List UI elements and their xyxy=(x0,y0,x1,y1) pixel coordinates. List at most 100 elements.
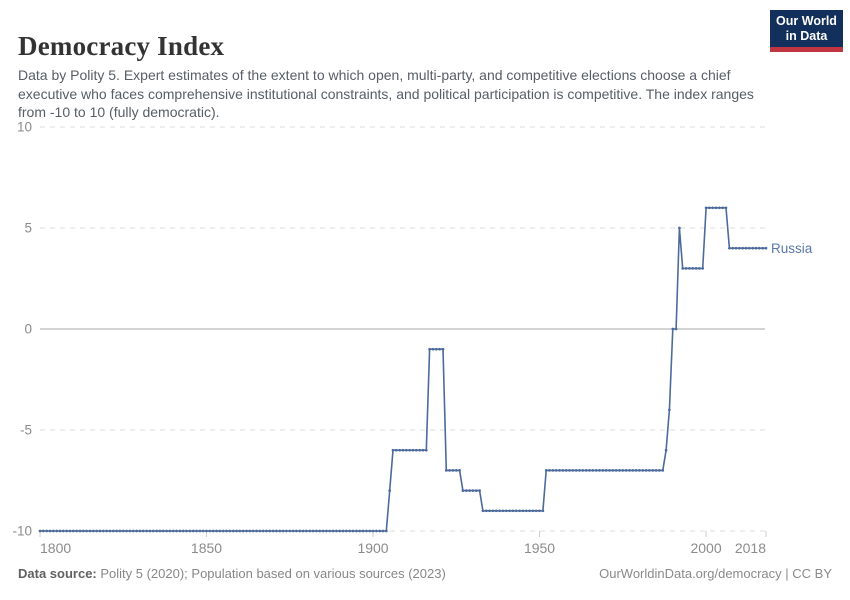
data-point-marker xyxy=(81,529,85,533)
data-point-marker xyxy=(235,529,238,533)
y-tick-label: -5 xyxy=(20,423,32,438)
data-point-marker xyxy=(141,529,145,533)
data-point-marker xyxy=(671,327,675,331)
owid-logo-stripe xyxy=(770,47,843,52)
data-point-marker xyxy=(491,509,495,513)
data-point-marker xyxy=(514,509,518,513)
data-point-marker xyxy=(275,529,278,533)
data-point-marker xyxy=(255,529,258,533)
data-point-marker xyxy=(195,529,198,533)
data-point-marker xyxy=(391,448,395,452)
data-source-text: Polity 5 (2020); Population based on var… xyxy=(96,566,446,581)
owid-logo-line1: Our World xyxy=(776,14,837,28)
data-point-marker xyxy=(151,529,155,533)
data-point-marker xyxy=(664,448,668,452)
data-point-marker xyxy=(704,206,708,210)
series-line-russia[interactable] xyxy=(40,207,766,532)
data-point-marker xyxy=(718,206,721,210)
data-point-marker xyxy=(578,469,581,472)
data-point-marker xyxy=(271,529,275,533)
data-point-marker xyxy=(145,529,148,533)
data-point-marker xyxy=(418,448,422,452)
data-point-marker xyxy=(404,448,408,452)
x-axis-labels: 1800 1850 1900 1950 2000 2018 xyxy=(40,540,766,556)
data-point-marker xyxy=(378,529,382,533)
data-point-marker xyxy=(454,469,458,472)
data-point-marker xyxy=(65,529,68,533)
data-point-marker xyxy=(628,469,631,472)
data-point-marker xyxy=(408,448,412,452)
data-point-marker xyxy=(241,529,245,533)
data-point-marker xyxy=(674,327,678,331)
data-point-marker xyxy=(478,489,481,492)
data-point-marker xyxy=(245,529,248,533)
y-tick-label: -10 xyxy=(12,524,32,539)
entity-labels: Russia xyxy=(771,241,813,256)
data-point-marker xyxy=(88,529,92,533)
data-point-marker xyxy=(105,529,108,533)
data-point-marker xyxy=(95,529,98,533)
data-point-marker xyxy=(51,529,55,533)
data-point-marker xyxy=(757,246,761,250)
data-source-label: Data source: xyxy=(18,566,97,581)
data-point-marker xyxy=(764,246,768,250)
data-point-marker xyxy=(351,529,355,533)
data-point-marker xyxy=(434,347,438,351)
data-point-marker xyxy=(335,529,338,533)
data-point-marker xyxy=(751,246,755,250)
data-point-marker xyxy=(678,226,681,230)
data-point-marker xyxy=(358,529,362,533)
data-point-marker xyxy=(315,529,318,533)
data-point-marker xyxy=(168,529,172,533)
data-point-marker xyxy=(571,469,575,472)
entity-label-russia[interactable]: Russia xyxy=(771,241,813,256)
data-point-marker xyxy=(345,529,348,533)
data-point-marker xyxy=(624,469,628,472)
data-point-marker xyxy=(125,529,128,533)
data-point-marker xyxy=(518,509,521,513)
data-point-marker xyxy=(711,206,715,210)
data-point-marker xyxy=(681,267,685,270)
data-point-marker xyxy=(288,529,292,533)
data-point-marker xyxy=(474,489,478,492)
data-point-marker xyxy=(731,246,735,250)
data-point-marker xyxy=(231,529,235,533)
data-source-note: Data source: Polity 5 (2020); Population… xyxy=(18,566,446,581)
data-point-marker xyxy=(618,469,621,472)
owid-credit-link[interactable]: OurWorldinData.org/democracy | CC BY xyxy=(599,566,832,581)
data-point-marker xyxy=(75,529,78,533)
data-point-marker xyxy=(468,489,471,492)
data-point-marker xyxy=(135,529,138,533)
data-point-marker xyxy=(521,509,525,513)
data-point-marker xyxy=(528,509,531,513)
data-point-marker xyxy=(541,509,545,513)
owid-logo[interactable]: Our World in Data xyxy=(770,10,843,52)
data-point-marker xyxy=(305,529,308,533)
data-point-marker xyxy=(198,529,202,533)
data-point-marker xyxy=(654,469,658,472)
data-point-marker xyxy=(365,529,368,533)
x-tick-label: 1800 xyxy=(40,540,71,556)
data-point-marker xyxy=(601,469,605,472)
data-point-marker xyxy=(714,206,718,210)
data-point-marker xyxy=(581,469,585,472)
data-point-marker xyxy=(661,469,665,472)
data-point-marker xyxy=(441,347,445,351)
data-point-marker xyxy=(311,529,315,533)
data-point-marker xyxy=(608,469,611,472)
data-point-marker xyxy=(538,509,541,513)
data-point-marker xyxy=(355,529,358,533)
data-point-marker xyxy=(251,529,255,533)
data-point-marker xyxy=(701,267,705,270)
data-point-marker xyxy=(728,246,731,250)
data-point-marker xyxy=(48,529,52,533)
x-tick-label: 2018 xyxy=(735,540,766,556)
data-point-marker xyxy=(211,529,215,533)
data-point-marker xyxy=(574,469,578,472)
data-point-marker xyxy=(298,529,302,533)
data-point-marker xyxy=(688,267,691,270)
data-point-marker xyxy=(338,529,342,533)
data-point-marker xyxy=(551,469,555,472)
data-point-marker xyxy=(644,469,648,472)
data-point-marker xyxy=(278,529,282,533)
